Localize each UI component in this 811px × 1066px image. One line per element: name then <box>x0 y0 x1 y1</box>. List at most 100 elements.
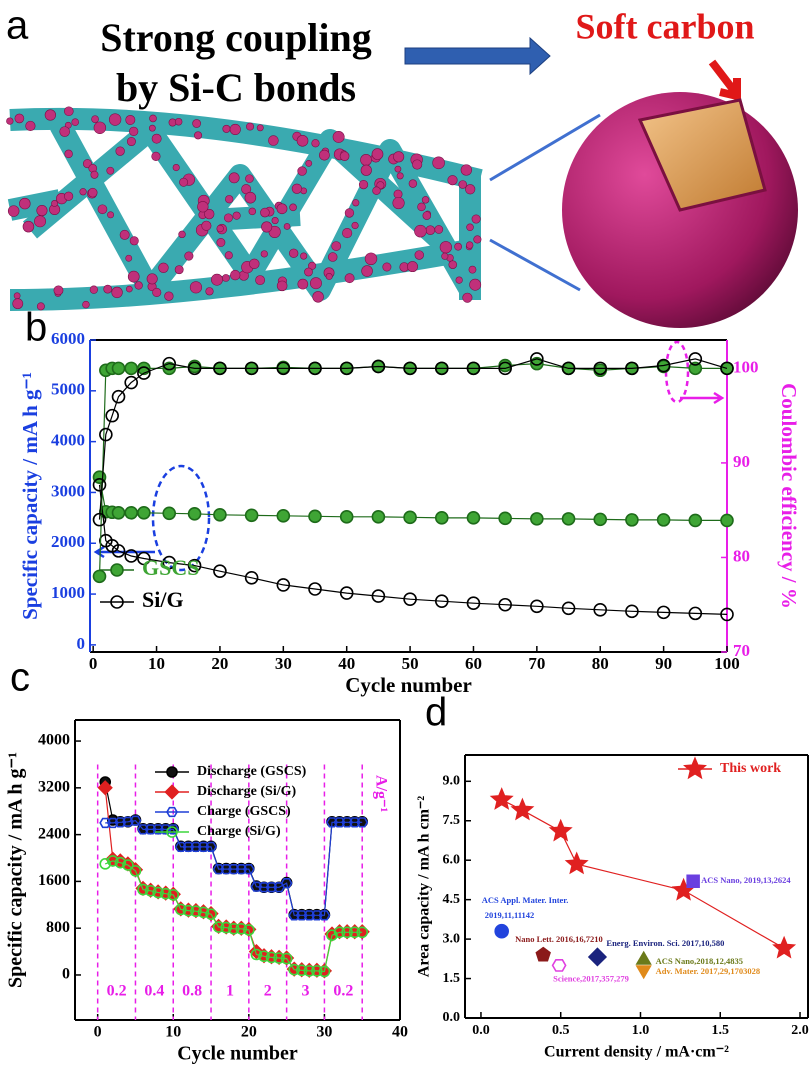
marker <box>124 549 138 563</box>
x-tick-label: 80 <box>592 654 609 673</box>
rate-label: 0.4 <box>144 983 164 1000</box>
si-particle <box>304 267 313 277</box>
si-particle <box>197 201 209 213</box>
si-particle <box>332 131 345 143</box>
marker <box>371 589 386 603</box>
si-particle <box>351 221 359 230</box>
si-particle <box>228 172 240 184</box>
si-particle <box>172 163 180 172</box>
si-particle <box>194 131 203 140</box>
si-particle <box>245 174 254 183</box>
y-tick-label: 6.0 <box>443 852 461 867</box>
si-particle <box>244 191 257 204</box>
y-tick-label: 2000 <box>51 532 85 551</box>
marker <box>162 506 177 521</box>
marker <box>688 361 703 376</box>
si-particle <box>64 191 74 201</box>
marker <box>106 855 119 867</box>
si-particle <box>79 188 87 196</box>
si-particle <box>107 211 115 219</box>
si-particle <box>289 203 297 212</box>
reference-label: Nano Lett. 2016,16,7210 <box>515 934 603 944</box>
panel-label: d <box>425 691 447 735</box>
si-particle <box>291 183 303 194</box>
marker <box>403 510 417 525</box>
si-particle <box>339 151 350 161</box>
si-particle <box>382 262 392 272</box>
legend-label: GSCS <box>142 555 199 580</box>
si-particle <box>44 109 57 121</box>
x-tick-label: 90 <box>655 654 672 673</box>
marker <box>318 965 331 978</box>
si-particle <box>12 298 24 310</box>
x-tick-label: 20 <box>241 1024 257 1041</box>
si-particle <box>352 199 360 207</box>
marker <box>548 818 573 842</box>
si-particle <box>432 156 445 170</box>
si-particles <box>6 106 482 311</box>
marker <box>213 508 227 522</box>
si-particle <box>64 106 74 117</box>
y-tick-label: 3000 <box>51 481 85 500</box>
marker <box>339 361 354 376</box>
y2-tick-label: 70 <box>733 641 750 660</box>
si-particle <box>192 119 201 128</box>
y-tick-label: 4000 <box>38 732 70 749</box>
marker <box>326 817 338 828</box>
reference-label: 2019,11,11142 <box>485 910 535 920</box>
si-particle <box>36 302 45 311</box>
marker <box>466 361 481 376</box>
si-particle <box>158 262 169 273</box>
marker <box>288 963 300 976</box>
marker <box>265 951 278 964</box>
marker <box>92 512 107 527</box>
si-particle <box>224 251 233 260</box>
x-tick-label: 30 <box>275 654 292 673</box>
si-particle <box>7 205 20 217</box>
marker <box>356 817 369 828</box>
marker <box>187 361 202 376</box>
x-tick-label: 30 <box>316 1024 332 1041</box>
x-axis-label: Cycle number <box>345 673 472 697</box>
si-particle <box>6 117 14 125</box>
marker <box>535 946 551 962</box>
marker <box>250 948 263 961</box>
si-particle <box>297 166 307 176</box>
y-tick-label: 2400 <box>38 825 70 842</box>
si-particle <box>434 225 444 234</box>
si-particle <box>97 204 108 215</box>
marker <box>235 863 248 875</box>
marker <box>265 882 278 893</box>
x-tick-label: 100 <box>714 654 740 673</box>
legend-label: Si/G <box>142 587 184 612</box>
x-tick-label: 1.5 <box>712 1023 730 1038</box>
y-tick-label: 1600 <box>38 872 70 889</box>
marker <box>686 874 700 889</box>
si-particle <box>454 242 463 251</box>
marker <box>205 841 217 853</box>
marker <box>162 356 177 371</box>
marker <box>339 510 354 524</box>
marker <box>498 358 512 373</box>
y-axis-label: Specific capacity / mA h g⁻¹ <box>5 752 27 988</box>
si-particle <box>422 211 432 220</box>
marker <box>772 935 797 959</box>
si-particle <box>396 172 404 180</box>
x-tick-label: 40 <box>392 1024 408 1041</box>
marker <box>593 512 608 527</box>
si-particle <box>460 164 473 176</box>
marker <box>114 817 127 828</box>
marker <box>561 512 576 526</box>
si-particle <box>255 275 266 286</box>
si-particle <box>473 235 482 244</box>
legend-marker <box>164 784 180 800</box>
si-particle <box>408 179 418 188</box>
rate-label: 3 <box>302 983 310 1000</box>
rate-label: 1 <box>226 983 234 1000</box>
legend-marker <box>110 563 124 577</box>
si-particle <box>361 265 373 277</box>
legend-marker <box>683 756 707 780</box>
si-particle <box>222 274 230 282</box>
si-particle <box>125 114 136 125</box>
reference-label: ACS Nano, 2019,13,2624 <box>701 875 791 885</box>
